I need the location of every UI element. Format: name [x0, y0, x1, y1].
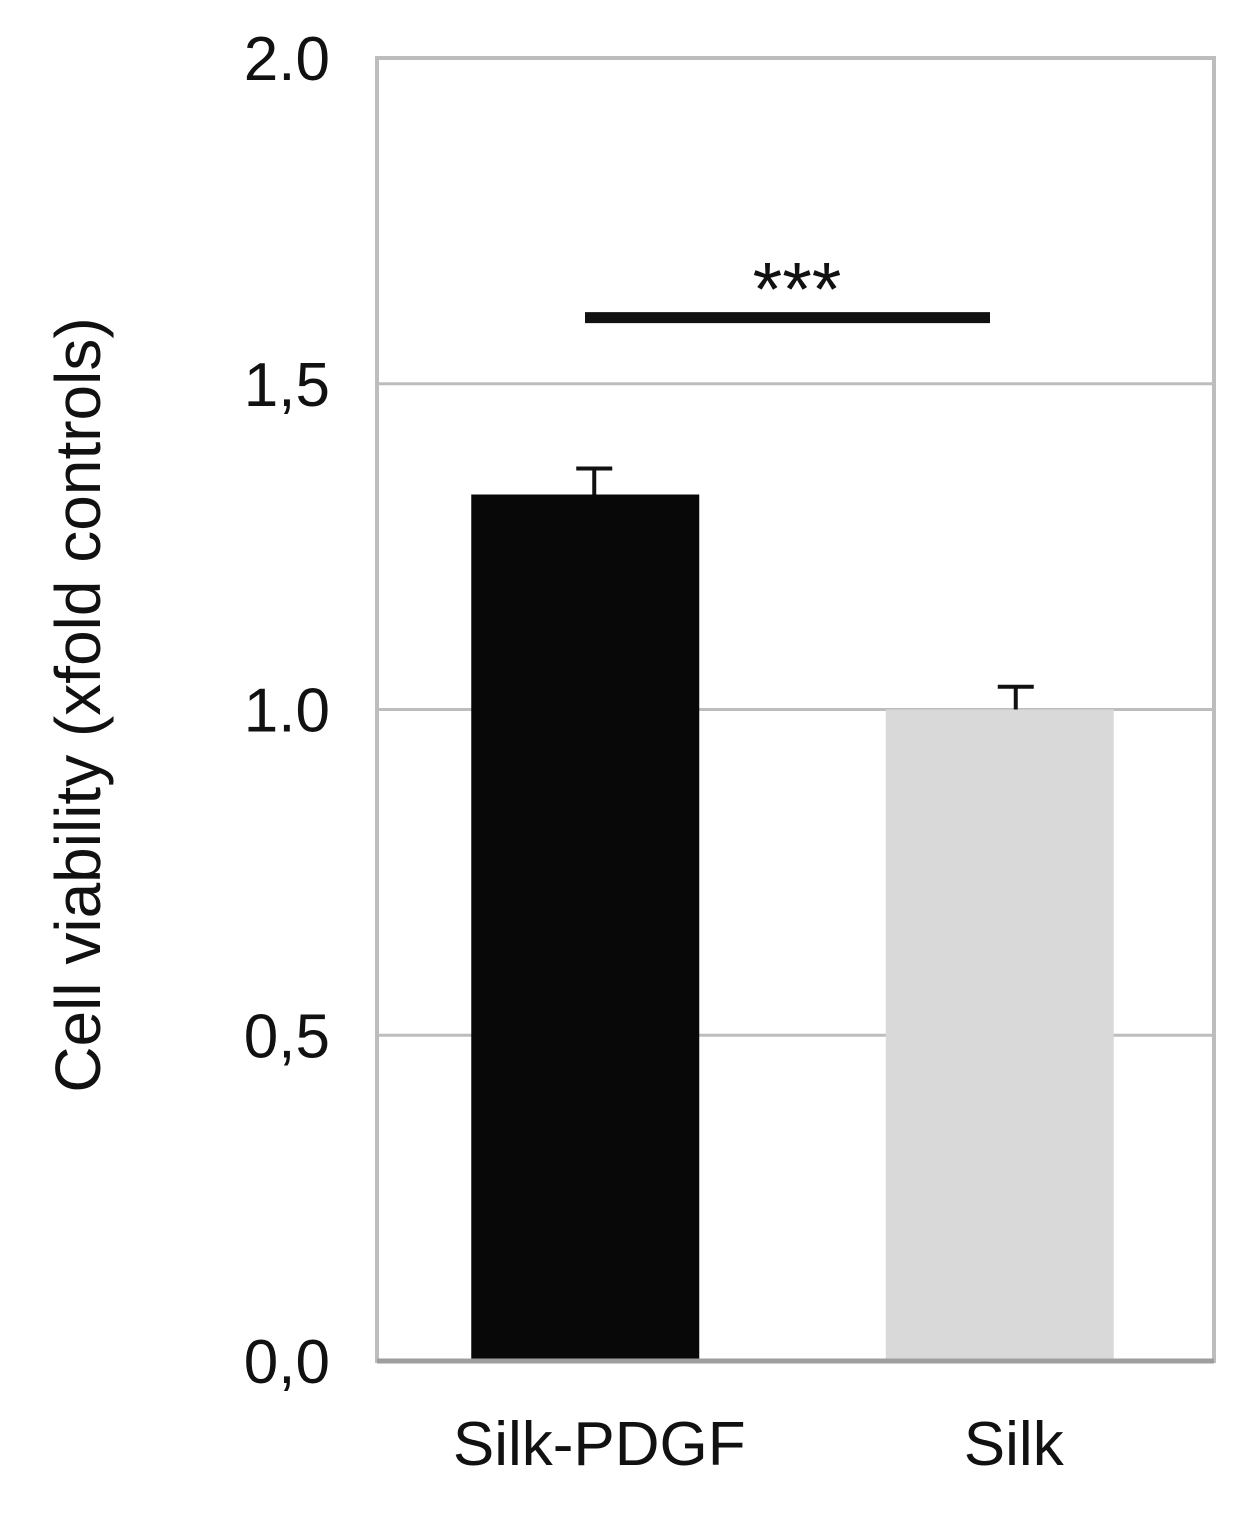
y-tick-label: 1.0: [244, 677, 330, 746]
x-category-label: Silk: [964, 1410, 1065, 1479]
x-category-labels: Silk-PDGF Silk: [453, 1410, 1065, 1479]
error-bars: [576, 466, 1034, 710]
significance-label: ***: [753, 248, 842, 333]
y-tick-label: 1,5: [244, 351, 330, 420]
y-axis-title: Cell viability (xfold controls): [42, 317, 114, 1092]
y-tick-label: 0,0: [244, 1328, 330, 1397]
y-tick-label: 0,5: [244, 1002, 330, 1071]
bar: [471, 494, 700, 1361]
x-category-label: Silk-PDGF: [453, 1410, 746, 1479]
bars: [471, 494, 1114, 1361]
bar: [885, 709, 1114, 1361]
y-tick-label: 2.0: [244, 25, 330, 94]
annotations: ***: [585, 248, 990, 333]
y-tick-labels: 0,0 0,5 1.0 1,5 2.0: [244, 25, 330, 1397]
